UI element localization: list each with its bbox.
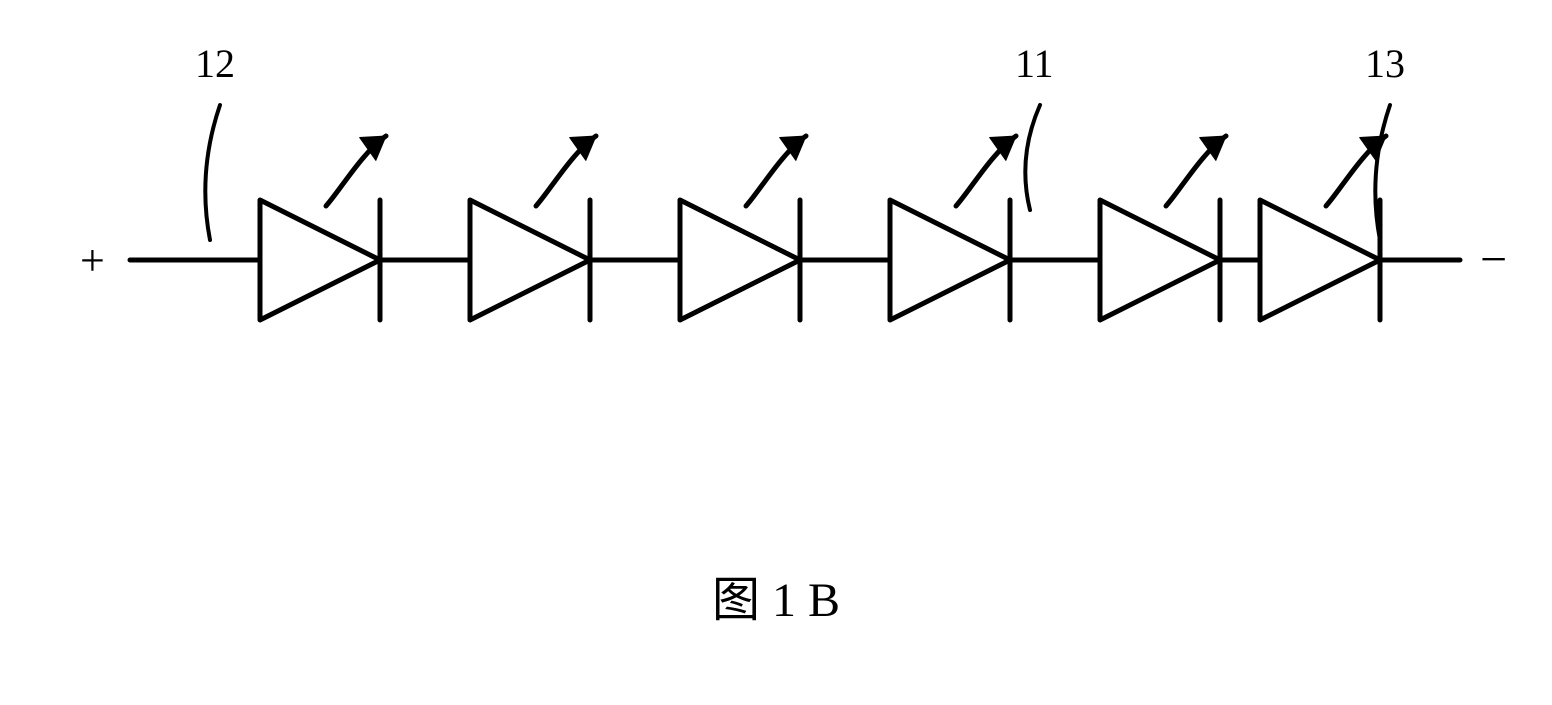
figure-caption: 图 1 B — [0, 560, 1552, 630]
ref-label-13: 13 — [1365, 40, 1405, 87]
negative-terminal-label: − — [1480, 232, 1507, 287]
ref-label-12: 12 — [195, 40, 235, 87]
positive-terminal-label: + — [80, 235, 105, 286]
ref-label-11: 11 — [1015, 40, 1054, 87]
circuit-diagram: + − 12 11 13 图 1 B — [0, 0, 1552, 705]
